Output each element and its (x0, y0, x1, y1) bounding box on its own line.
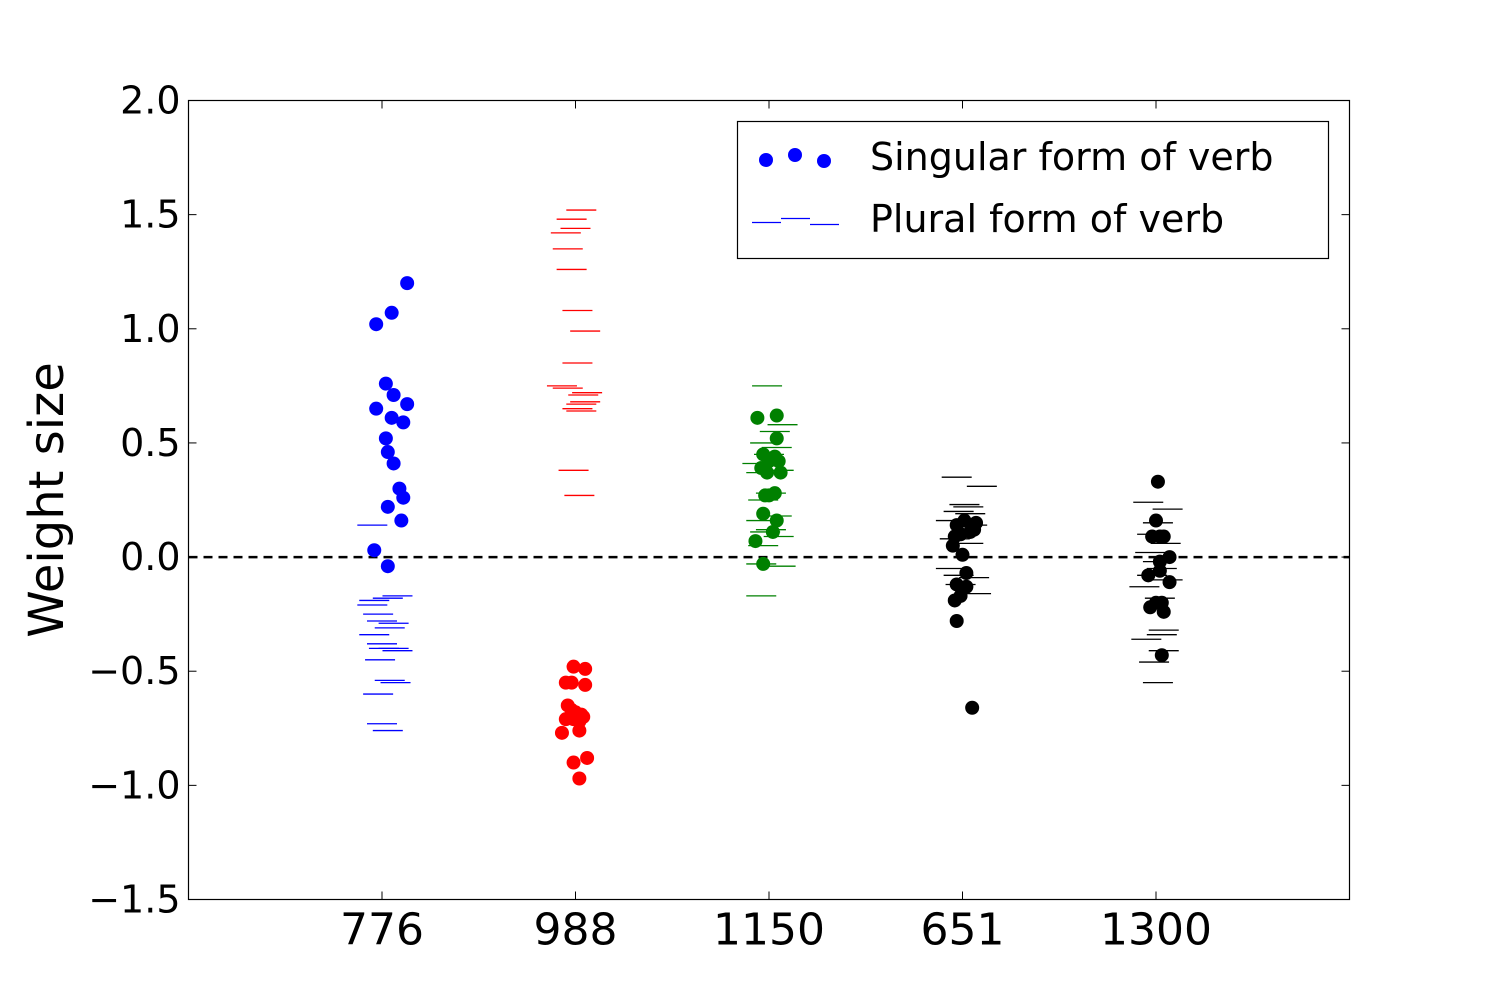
singular-point (1149, 513, 1163, 528)
singular-point (1141, 568, 1156, 583)
singular-point (760, 465, 775, 480)
singular-point (378, 431, 393, 446)
legend-frame (736, 120, 1330, 260)
singular-point (400, 276, 415, 291)
y-tick-label: −0.5 (88, 649, 180, 693)
singular-point (959, 566, 974, 581)
singular-point (367, 543, 382, 558)
singular-point (1162, 575, 1177, 590)
singular-point (967, 522, 982, 537)
singular-point (384, 410, 399, 425)
singular-point (756, 506, 771, 521)
singular-point (566, 659, 581, 674)
singular-point (769, 513, 784, 528)
singular-point (957, 513, 972, 528)
singular-point (955, 547, 970, 562)
singular-point (394, 513, 409, 528)
singular-point (953, 588, 968, 603)
singular-point (400, 397, 415, 412)
x-tick-label: 776 (340, 905, 424, 956)
singular-point (773, 465, 788, 480)
singular-point (765, 524, 780, 539)
singular-point (580, 750, 595, 765)
singular-point (945, 538, 960, 553)
y-axis: −1.5 −1.0 −0.5 0.0 0.5 1.0 1.5 2.0 (88, 79, 1350, 922)
singular-point (572, 771, 587, 786)
singular-point (750, 410, 765, 425)
legend-plural-label: Plural form of verb (870, 197, 1224, 241)
x-axis: 776 988 1150 651 1300 (340, 100, 1212, 956)
singular-point (748, 534, 763, 549)
singular-point (396, 415, 411, 430)
x-tick-label: 1150 (713, 905, 825, 956)
legend: Singular form of verb Plural form of ver… (736, 120, 1330, 260)
singular-point (369, 401, 384, 416)
x-tick-label: 988 (534, 905, 618, 956)
singular-point (949, 613, 964, 628)
singular-point (576, 709, 591, 724)
singular-point (386, 456, 401, 471)
singular-point (965, 700, 980, 715)
singular-series (367, 276, 1177, 786)
singular-point (380, 499, 395, 514)
singular-point (769, 408, 784, 423)
y-axis-label: Weight size (19, 362, 75, 638)
y-tick-label: 0.0 (120, 535, 180, 579)
legend-plural-marker (752, 217, 839, 226)
singular-point (756, 556, 771, 571)
singular-point (953, 527, 968, 542)
y-tick-label: 0.5 (120, 421, 180, 465)
singular-point (369, 317, 384, 332)
singular-point (384, 305, 399, 320)
x-tick-label: 1300 (1100, 905, 1212, 956)
singular-point (380, 559, 395, 574)
singular-point (1150, 474, 1165, 489)
singular-point (1152, 563, 1167, 578)
y-tick-label: 1.5 (120, 193, 180, 237)
singular-point (396, 490, 411, 505)
singular-point (378, 376, 393, 391)
singular-point (769, 431, 784, 446)
singular-point (767, 486, 782, 501)
singular-point (1156, 604, 1171, 619)
singular-point (564, 675, 579, 690)
singular-point (1162, 550, 1177, 565)
singular-point (572, 723, 587, 738)
singular-point (578, 661, 593, 676)
x-tick-label: 651 (921, 905, 1005, 956)
singular-point (554, 725, 569, 740)
singular-point (380, 445, 395, 460)
singular-point (771, 454, 786, 469)
singular-point (566, 755, 581, 770)
singular-point (578, 677, 593, 692)
y-tick-label: −1.5 (88, 878, 180, 922)
y-tick-label: −1.0 (88, 763, 180, 807)
y-tick-label: 2.0 (120, 79, 180, 123)
singular-point (1156, 529, 1171, 544)
y-tick-label: 1.0 (120, 307, 180, 351)
legend-singular-label: Singular form of verb (870, 135, 1274, 179)
legend-singular-marker (759, 148, 831, 168)
singular-point (1154, 648, 1169, 663)
singular-point (386, 387, 401, 402)
